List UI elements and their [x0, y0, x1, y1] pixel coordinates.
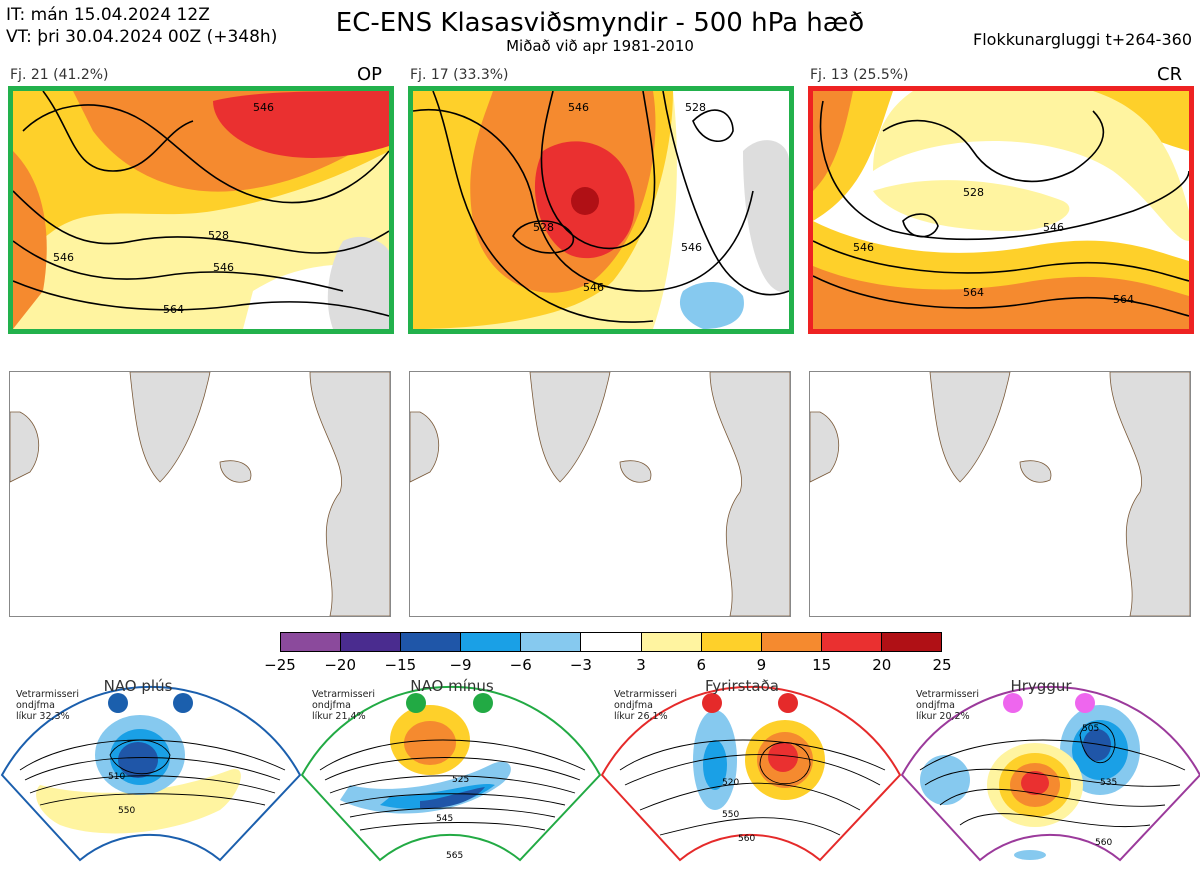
svg-text:525: 525: [452, 775, 469, 785]
svg-text:505: 505: [1082, 724, 1099, 734]
colorbar-tick-label: −20: [324, 656, 356, 674]
contour-label: 546: [568, 101, 589, 114]
contour-label: 546: [1043, 221, 1064, 234]
contour-label: 546: [53, 251, 74, 264]
regime-4-note: Vetrarmisseri ondjfma líkur 20,2%: [916, 689, 979, 722]
regime-4-name: Hryggur: [1010, 677, 1072, 695]
contour-label: 564: [1113, 293, 1134, 306]
colorbar: [280, 632, 942, 652]
contour-label: 564: [963, 286, 984, 299]
colorbar-tick-label: 20: [872, 656, 892, 674]
regime-3-name: Fyrirstaða: [705, 677, 779, 695]
regime-2-note: Vetrarmisseri ondjfma líkur 21,4%: [312, 689, 375, 722]
svg-text:545: 545: [436, 814, 453, 824]
contour-label: 546: [681, 241, 702, 254]
cluster-1-label: Fj. 21 (41.2%): [10, 67, 109, 83]
cluster-1-tag: OP: [357, 64, 383, 85]
header-run-info: IT: mán 15.04.2024 12Z VT: þri 30.04.202…: [6, 4, 277, 48]
regime-1-note: Vetrarmisseri ondjfma líkur 32,3%: [16, 689, 79, 722]
cluster-2-map: 528 546 546 528 546: [408, 86, 794, 334]
page-subtitle: Miðað við apr 1981-2010: [506, 37, 694, 55]
colorbar-swatch: [880, 633, 942, 651]
svg-text:550: 550: [722, 810, 739, 820]
colorbar-tick-label: −9: [449, 656, 472, 674]
colorbar-swatch: [640, 633, 701, 651]
basemap-1: [9, 371, 391, 617]
colorbar-swatch: [820, 633, 881, 651]
colorbar-swatch: [281, 633, 341, 651]
contour-label: 528: [963, 186, 984, 199]
init-time: IT: mán 15.04.2024 12Z: [6, 5, 210, 25]
cluster-3-label: Fj. 13 (25.5%): [810, 67, 909, 83]
contour-label: 546: [253, 101, 274, 114]
colorbar-tick-label: 6: [696, 656, 707, 674]
regime-panels: 510 550 525 545 565 520 55: [0, 685, 1200, 862]
svg-text:510: 510: [108, 772, 125, 782]
colorbar-tick-label: 15: [812, 656, 832, 674]
contour-label: 546: [853, 241, 874, 254]
cluster-3-map: 528 546 564 564 546: [808, 86, 1194, 334]
colorbar-tick-label: −6: [509, 656, 532, 674]
contour-label: 546: [583, 281, 604, 294]
colorbar-swatch: [520, 633, 581, 651]
colorbar-tick-label: 9: [756, 656, 767, 674]
contour-label: 564: [163, 303, 184, 316]
colorbar-swatch: [460, 633, 521, 651]
basemap-2: [409, 371, 791, 617]
svg-text:565: 565: [446, 851, 463, 861]
contour-label: 528: [533, 221, 554, 234]
regime-nao-minus: 525 545 565: [300, 685, 602, 862]
regime-2-name: NAO mínus: [410, 677, 494, 695]
colorbar-swatch: [580, 633, 641, 651]
svg-text:560: 560: [1095, 838, 1112, 848]
svg-text:520: 520: [722, 778, 739, 788]
contour-label: 546: [213, 261, 234, 274]
page-title: EC-ENS Klasasviðsmyndir - 500 hPa hæð: [335, 8, 865, 38]
regime-ridge: 505 535 560: [900, 685, 1200, 862]
regime-3-note: Vetrarmisseri ondjfma líkur 26,1%: [614, 689, 677, 722]
colorbar-swatch: [700, 633, 761, 651]
regime-1-name: NAO plús: [103, 677, 173, 695]
svg-text:560: 560: [738, 834, 755, 844]
cluster-2-label: Fj. 17 (33.3%): [410, 67, 509, 83]
regime-blocking: 520 550 560: [600, 685, 902, 862]
basemap-3: [809, 371, 1191, 617]
colorbar-tick-label: −15: [384, 656, 417, 674]
colorbar-swatch: [340, 633, 401, 651]
cluster-1-map: 528 546 564 546 546: [8, 86, 394, 334]
valid-time: VT: þri 30.04.2024 00Z (+348h): [6, 27, 278, 47]
svg-text:535: 535: [1100, 778, 1117, 788]
colorbar-tick-label: −3: [569, 656, 592, 674]
cluster-3-tag: CR: [1157, 64, 1183, 85]
classification-window: Flokkunargluggi t+264-360: [973, 30, 1192, 49]
colorbar-tick-label: −25: [264, 656, 296, 674]
contour-label: 528: [208, 229, 229, 242]
contour-label: 528: [685, 101, 706, 114]
colorbar-tick-label: 3: [636, 656, 646, 674]
svg-text:550: 550: [118, 806, 135, 816]
regime-nao-plus: 510 550: [0, 685, 302, 862]
colorbar-swatch: [760, 633, 821, 651]
colorbar-swatch: [400, 633, 461, 651]
colorbar-tick-label: 25: [932, 656, 952, 674]
